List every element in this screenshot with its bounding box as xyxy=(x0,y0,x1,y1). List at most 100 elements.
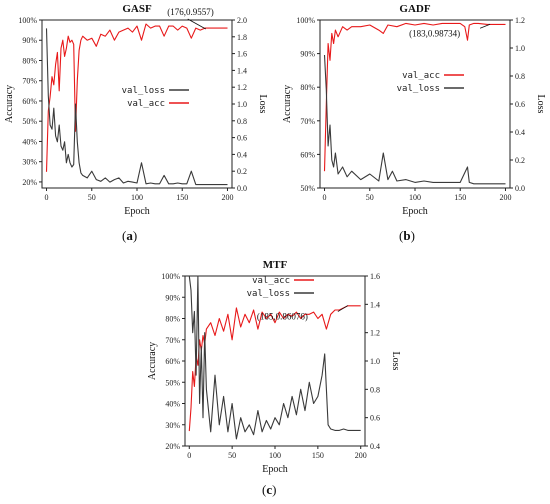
y-left-tick-label: 80% xyxy=(22,56,37,65)
series-line-val-acc xyxy=(188,305,361,432)
legend-label: val_acc xyxy=(252,276,290,286)
y-right-axis-title: Loss xyxy=(390,352,401,371)
y-right-axis-title: Loss xyxy=(535,95,546,114)
x-tick-label: 0 xyxy=(187,451,191,460)
legend-item-val-acc: val_acc xyxy=(127,99,189,109)
x-tick-label: 150 xyxy=(454,193,466,202)
chart-title: MTF xyxy=(263,259,288,271)
y-left-tick-label: 50% xyxy=(22,117,37,126)
y-left-axis-title: Accuracy xyxy=(147,342,158,380)
y-left-tick-label: 50% xyxy=(300,184,315,193)
chart-panel-mtf: MTF 0 50 100 150 200 20% 30% 40% 50% 60% 70% 80% 90% 1… xyxy=(140,252,410,504)
y-right-tick-label: 1.2 xyxy=(370,329,380,338)
y-left-tick-label: 100% xyxy=(18,16,37,25)
x-axis-title: Epoch xyxy=(262,464,288,475)
chart-title: GADF xyxy=(399,3,430,15)
x-tick-label: 150 xyxy=(176,193,188,202)
y-right-tick-label: 1.0 xyxy=(237,100,247,109)
y-left-tick-label: 90% xyxy=(165,293,180,302)
y-left-tick-label: 70% xyxy=(165,336,180,345)
y-right-tick-label: 0.8 xyxy=(515,72,525,81)
x-tick-label: 100 xyxy=(269,451,281,460)
panel-label-a: (a) xyxy=(122,228,138,243)
y-right-tick-label: 1.6 xyxy=(370,272,380,281)
y-right-tick-label: 0.6 xyxy=(237,134,247,143)
y-left-tick-label: 60% xyxy=(22,97,37,106)
y-left-tick-label: 20% xyxy=(165,442,180,451)
y-right-tick-label: 0.4 xyxy=(515,128,525,137)
legend-label: val_acc xyxy=(402,71,440,81)
y-right-tick-label: 1.4 xyxy=(370,300,380,309)
y-left-tick-label: 100% xyxy=(161,272,180,281)
y-left-tick-label: 50% xyxy=(165,378,180,387)
legend-item-val-loss: val_loss xyxy=(122,86,189,96)
x-tick-label: 50 xyxy=(228,451,236,460)
panel-label-c: (c) xyxy=(262,482,277,497)
series-line-val-loss xyxy=(45,28,228,186)
y-left-tick-label: 90% xyxy=(300,50,315,59)
x-tick-label: 200 xyxy=(221,193,233,202)
y-right-axis-title: Loss xyxy=(257,95,268,114)
x-tick-label: 50 xyxy=(88,193,96,202)
x-tick-label: 200 xyxy=(499,193,511,202)
y-right-tick-label: 0.6 xyxy=(370,414,380,423)
y-right-tick-label: 1.6 xyxy=(237,50,247,59)
annotation-label: (183,0.98734) xyxy=(409,28,460,38)
y-right-tick-label: 1.2 xyxy=(515,16,525,25)
annotation-leader xyxy=(479,23,491,29)
y-right-tick-label: 0.2 xyxy=(515,156,525,165)
legend-item-val-acc: val_acc xyxy=(252,276,314,286)
annotation-leader xyxy=(337,305,349,312)
y-left-tick-label: 80% xyxy=(165,315,180,324)
y-left-tick-label: 60% xyxy=(300,150,315,159)
chart-gasf: GASF 0 50 100 150 200 20% 30% 40% 50% 60% 70% 80% 90%… xyxy=(4,3,268,217)
chart-title: GASF xyxy=(122,3,152,15)
y-right-tick-label: 0.0 xyxy=(515,184,525,193)
y-right-tick-label: 0.2 xyxy=(237,167,247,176)
legend-label: val_acc xyxy=(127,99,165,109)
y-right-tick-label: 1.0 xyxy=(515,44,525,53)
y-right-tick-label: 1.2 xyxy=(237,83,247,92)
chart-mtf: MTF 0 50 100 150 200 20% 30% 40% 50% 60% 70% 80% 90% 1… xyxy=(147,259,401,475)
x-tick-label: 0 xyxy=(323,193,327,202)
x-tick-label: 200 xyxy=(355,451,367,460)
legend-label: val_loss xyxy=(397,84,440,94)
legend-label: val_loss xyxy=(122,86,165,96)
y-right-tick-label: 1.4 xyxy=(237,66,247,75)
y-left-tick-label: 90% xyxy=(22,36,37,45)
y-right-tick-label: 2.0 xyxy=(237,16,247,25)
plot-frame xyxy=(319,19,511,189)
chart-gadf: GADF 0 50 100 150 200 50% 60% 70% 80% 90% 100% 0.0 0.… xyxy=(282,3,546,217)
y-left-tick-label: 70% xyxy=(22,77,37,86)
x-tick-label: 100 xyxy=(131,193,143,202)
x-tick-label: 150 xyxy=(312,451,324,460)
y-left-tick-label: 40% xyxy=(165,400,180,409)
legend-label: val_loss xyxy=(247,289,290,299)
chart-panel-gadf: GADF 0 50 100 150 200 50% 60% 70% 80% 90% 100% 0.0 0.… xyxy=(275,0,550,252)
series-line-val-loss xyxy=(323,54,506,185)
legend-item-val-loss: val_loss xyxy=(247,289,314,299)
x-tick-label: 50 xyxy=(366,193,374,202)
y-left-tick-label: 80% xyxy=(300,83,315,92)
y-right-tick-label: 0.4 xyxy=(370,442,380,451)
x-axis-title: Epoch xyxy=(402,206,428,217)
y-right-tick-label: 1.8 xyxy=(237,33,247,42)
series-line-val-acc xyxy=(323,22,506,172)
y-left-tick-label: 30% xyxy=(165,421,180,430)
x-tick-label: 100 xyxy=(409,193,421,202)
panel-label-b: (b) xyxy=(399,228,415,243)
annotation-label: (176,0.9557) xyxy=(167,7,214,17)
y-left-axis-title: Accuracy xyxy=(282,85,293,123)
series-line-val-loss xyxy=(188,275,361,440)
legend-item-val-loss: val_loss xyxy=(397,84,464,94)
y-left-axis-title: Accuracy xyxy=(4,85,15,123)
x-tick-label: 0 xyxy=(45,193,49,202)
annotation-label: (185,0.86076) xyxy=(257,312,308,322)
y-right-tick-label: 0.6 xyxy=(515,100,525,109)
y-left-tick-label: 70% xyxy=(300,117,315,126)
y-right-tick-label: 1.0 xyxy=(370,357,380,366)
y-right-tick-label: 0.8 xyxy=(370,385,380,394)
y-left-tick-label: 100% xyxy=(296,16,315,25)
y-left-tick-label: 30% xyxy=(22,158,37,167)
chart-panel-gasf: GASF 0 50 100 150 200 20% 30% 40% 50% 60% 70% 80% 90%… xyxy=(0,0,275,252)
